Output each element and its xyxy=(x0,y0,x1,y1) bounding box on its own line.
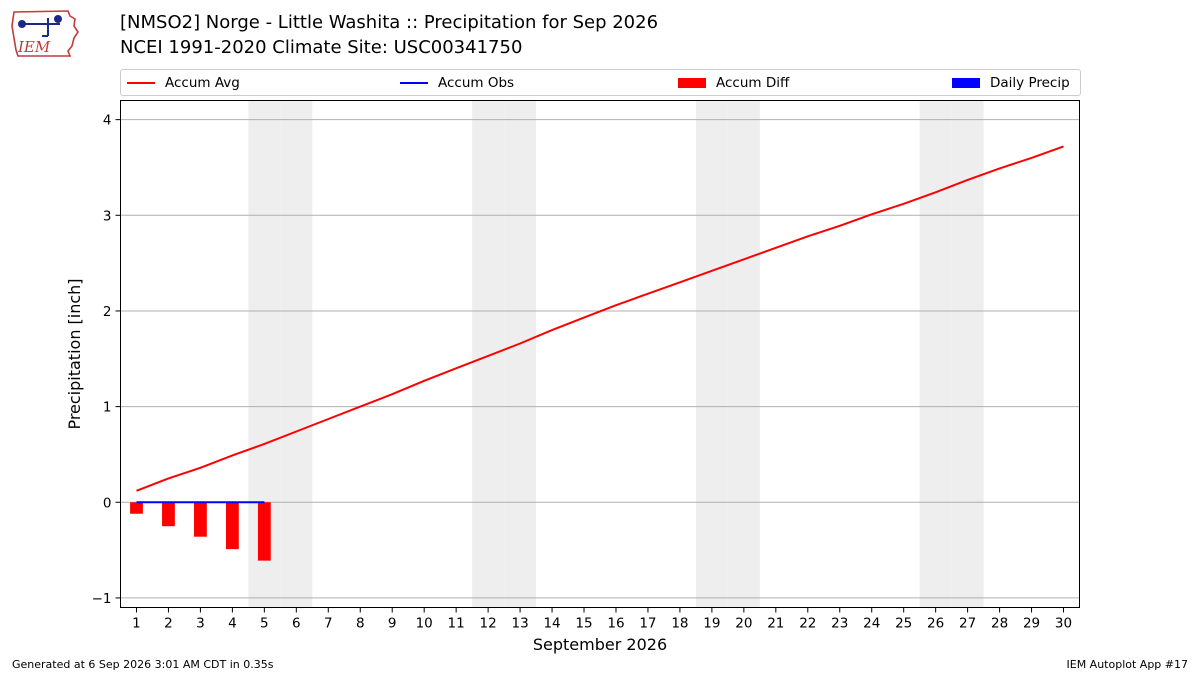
iowa-outline-icon xyxy=(11,10,79,57)
x-tick-label: 14 xyxy=(543,616,560,632)
x-tick-label: 24 xyxy=(863,616,880,632)
x-tick-label: 29 xyxy=(1023,616,1040,632)
x-tick-label: 4 xyxy=(228,616,237,632)
x-tick-label: 2 xyxy=(164,616,173,632)
legend-patch-icon xyxy=(678,77,706,88)
weekend-shade xyxy=(472,100,505,608)
weekend-shade xyxy=(695,100,728,608)
legend-item-accum-obs: Accum Obs xyxy=(400,70,514,95)
x-tick-label: 8 xyxy=(356,616,365,632)
x-tick-label: 19 xyxy=(703,616,720,632)
legend-label: Daily Precip xyxy=(990,74,1070,91)
x-tick-label: 27 xyxy=(959,616,976,632)
x-tick-label: 20 xyxy=(735,616,752,632)
legend-label: Accum Avg xyxy=(165,74,240,91)
weekend-shade xyxy=(504,100,537,608)
legend-label: Accum Diff xyxy=(716,74,790,91)
accum-diff-bar xyxy=(225,502,239,550)
x-tick-label: 25 xyxy=(895,616,912,632)
footer-app: IEM Autoplot App #17 xyxy=(1066,658,1189,671)
x-tick-label: 12 xyxy=(480,616,497,632)
x-tick-label: 17 xyxy=(639,616,656,632)
legend-patch-icon xyxy=(952,77,980,88)
x-tick-label: 23 xyxy=(831,616,848,632)
x-tick-label: 15 xyxy=(575,616,592,632)
footer-generated: Generated at 6 Sep 2026 3:01 AM CDT in 0… xyxy=(12,658,274,671)
chart-subtitle: NCEI 1991-2020 Climate Site: USC00341750 xyxy=(120,37,523,58)
plot-frame xyxy=(120,100,1080,608)
x-tick-label: 21 xyxy=(767,616,784,632)
weekend-shade xyxy=(727,100,760,608)
x-tick-label: 5 xyxy=(260,616,269,632)
legend-item-accum-avg: Accum Avg xyxy=(127,70,240,95)
x-tick-label: 16 xyxy=(607,616,624,632)
iem-logo: IEM xyxy=(11,10,79,57)
chart-legend: Accum Avg Accum Obs Accum Diff Daily Pre… xyxy=(120,69,1081,96)
weather-station-icon xyxy=(18,15,62,37)
legend-item-daily-precip: Daily Precip xyxy=(952,70,1070,95)
accum-diff-bar xyxy=(162,502,175,527)
x-tick-label: 13 xyxy=(511,616,528,632)
x-axis-label: September 2026 xyxy=(533,635,667,654)
x-tick-label: 3 xyxy=(196,616,205,632)
accum-diff-bar xyxy=(194,502,207,537)
legend-item-accum-diff: Accum Diff xyxy=(678,70,789,95)
x-tick-label: 10 xyxy=(416,616,433,632)
x-tick-label: 9 xyxy=(388,616,397,632)
legend-label: Accum Obs xyxy=(438,74,515,91)
x-tick-label: 26 xyxy=(927,616,944,632)
x-tick-label: 1 xyxy=(132,616,141,632)
chart-title: [NMSO2] Norge - Little Washita :: Precip… xyxy=(120,12,659,33)
legend-line-icon xyxy=(400,81,428,84)
y-tick-label: 4 xyxy=(103,113,112,129)
x-tick-label: 22 xyxy=(799,616,816,632)
x-tick-label: 30 xyxy=(1055,616,1072,632)
y-tick-label: −1 xyxy=(92,591,112,607)
weekend-shade xyxy=(280,100,313,608)
y-tick-label: 0 xyxy=(103,495,112,511)
x-tick-label: 11 xyxy=(448,616,465,632)
x-tick-label: 18 xyxy=(671,616,688,632)
accum-diff-bar xyxy=(130,502,143,514)
y-tick-label: 2 xyxy=(103,304,112,320)
legend-line-icon xyxy=(127,81,155,84)
x-tick-label: 28 xyxy=(991,616,1008,632)
y-axis-label: Precipitation [inch] xyxy=(65,278,84,429)
weekend-shade xyxy=(919,100,952,608)
x-tick-label: 6 xyxy=(292,616,301,632)
logo-text: IEM xyxy=(17,38,51,56)
x-tick-label: 7 xyxy=(324,616,333,632)
accum-diff-bar xyxy=(257,502,271,561)
accum-avg-line xyxy=(136,145,1064,492)
y-tick-label: 1 xyxy=(103,400,112,416)
y-tick-label: 3 xyxy=(103,208,112,224)
